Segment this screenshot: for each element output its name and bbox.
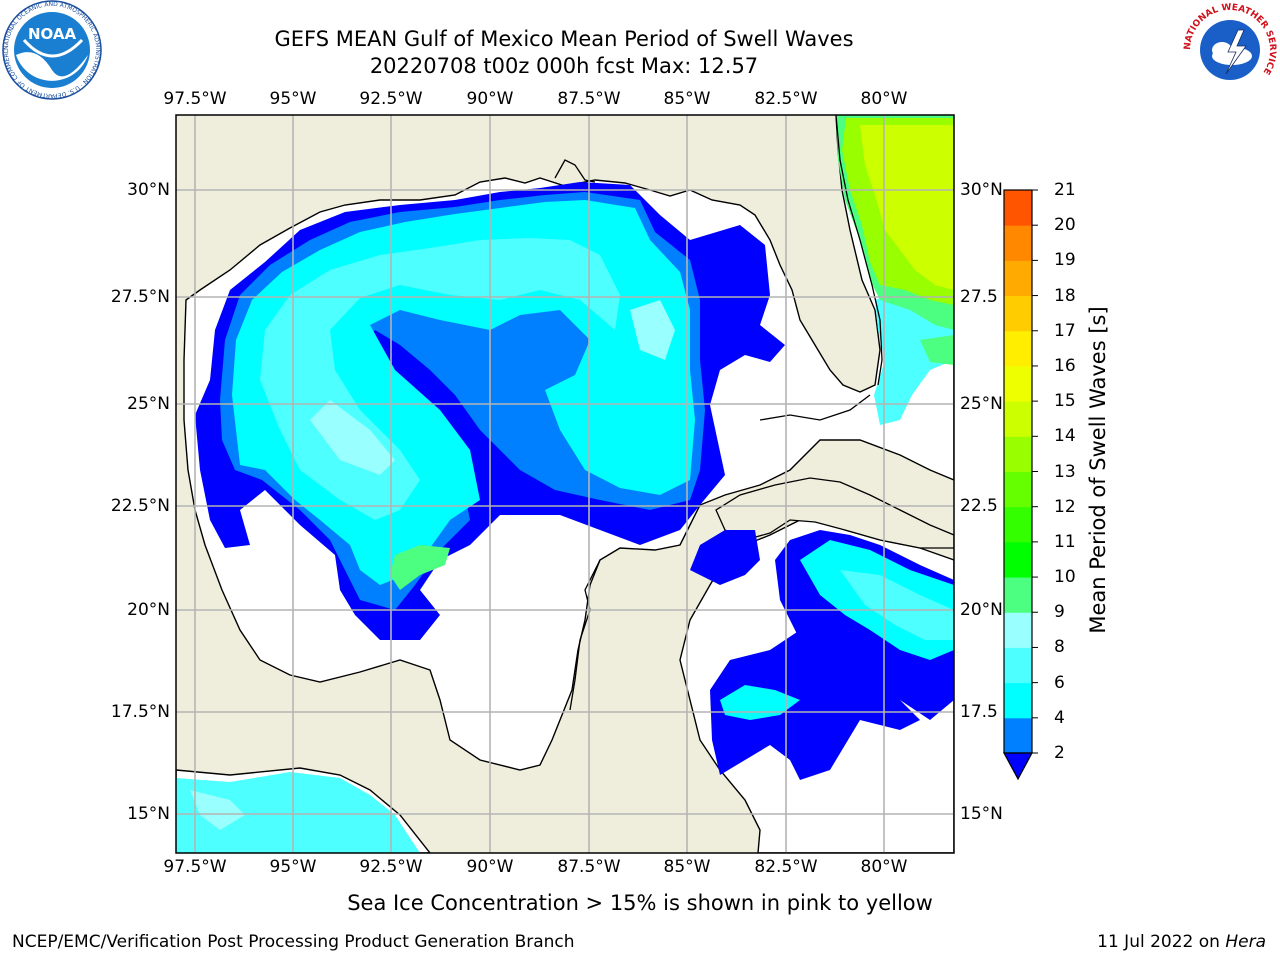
colorbar-segment <box>1004 401 1032 437</box>
colorbar-tick-label: 12 <box>1054 496 1076 517</box>
colorbar-segment <box>1004 436 1032 472</box>
colorbar-tick-label: 17 <box>1054 320 1076 341</box>
lon-tick-top: 95°W <box>269 89 317 109</box>
colorbar-segment <box>1004 682 1032 719</box>
map-frame <box>175 114 955 854</box>
footer-machine: Hera <box>1225 932 1266 952</box>
lat-tick-right: 17.5 <box>960 702 998 722</box>
lon-tick-bottom: 90°W <box>466 857 514 877</box>
lat-tick-left: 22.5°N <box>110 496 170 516</box>
colorbar-segment <box>1004 330 1032 367</box>
colorbar-tick-label: 13 <box>1054 461 1076 482</box>
lat-tick-right: 15°N <box>960 804 1003 824</box>
lon-tick-bottom: 95°W <box>269 857 317 877</box>
lon-tick-top: 90°W <box>466 89 514 109</box>
colorbar-segment <box>1004 365 1032 402</box>
lat-tick-right: 20°N <box>960 600 1003 620</box>
colorbar-tick-label: 11 <box>1054 531 1076 552</box>
colorbar-tick-label: 9 <box>1054 602 1065 623</box>
lat-tick-left: 30°N <box>127 180 170 200</box>
swell-pacific-9s <box>190 790 245 830</box>
swell-pacific <box>176 772 420 853</box>
colorbar-tick-label: 10 <box>1054 567 1076 588</box>
lon-tick-top: 80°W <box>860 89 908 109</box>
footer-date: 11 Jul 2022 on Hera <box>1097 932 1266 952</box>
lon-tick-top: 82.5°W <box>754 89 818 109</box>
lat-tick-left: 25°N <box>127 394 170 414</box>
lon-tick-bottom: 87.5°W <box>557 857 621 877</box>
colorbar-segment <box>1004 190 1032 226</box>
colorbar-tick-label: 18 <box>1054 285 1076 306</box>
colorbar-segment <box>1004 577 1032 613</box>
colorbar-segment <box>1004 295 1032 332</box>
chart-subtitle: 20220708 t00z 000h fcst Max: 12.57 <box>369 54 759 78</box>
colorbar-tick-label: 4 <box>1054 707 1065 728</box>
colorbar-segment <box>1004 506 1032 543</box>
noaa-logo: NATIONAL OCEANIC AND ATMOSPHERIC ADMINIS… <box>2 0 102 100</box>
footer-date-text: 11 Jul 2022 on <box>1097 932 1226 952</box>
colorbar-tick-label: 16 <box>1054 355 1076 376</box>
colorbar-tick-label: 8 <box>1054 637 1065 658</box>
lon-tick-bottom: 82.5°W <box>754 857 818 877</box>
colorbar-segment <box>1004 471 1032 508</box>
colorbar-segment <box>1004 225 1032 261</box>
lat-tick-left: 15°N <box>127 804 170 824</box>
lon-tick-bottom: 80°W <box>860 857 908 877</box>
colorbar-label: Mean Period of Swell Waves [s] <box>1086 306 1110 634</box>
lat-tick-left: 20°N <box>127 600 170 620</box>
lat-tick-left: 27.5°N <box>110 287 170 307</box>
colorbar-tick-label: 14 <box>1054 426 1076 447</box>
map-graticule <box>176 115 954 853</box>
colorbar-tick-label: 19 <box>1054 250 1076 271</box>
colorbar-segment <box>1004 647 1032 684</box>
chart-title: GEFS MEAN Gulf of Mexico Mean Period of … <box>274 27 854 51</box>
lat-tick-right: 22.5 <box>960 496 998 516</box>
lon-tick-top: 87.5°W <box>557 89 621 109</box>
swell-caribbean-8-9s <box>840 570 954 640</box>
lon-tick-top: 97.5°W <box>163 89 227 109</box>
colorbar-tick-label: 2 <box>1054 743 1065 763</box>
sea-ice-note: Sea Ice Concentration > 15% is shown in … <box>347 891 933 915</box>
lon-tick-top: 92.5°W <box>359 89 423 109</box>
colorbar-segment <box>1004 717 1032 754</box>
lat-tick-left: 17.5°N <box>110 702 170 722</box>
colorbar-tick-label: 21 <box>1054 180 1076 200</box>
lon-tick-bottom: 97.5°W <box>163 857 227 877</box>
nws-logo: NATIONAL WEATHER SERVICE <box>1182 2 1278 98</box>
colorbar <box>1002 189 1038 781</box>
colorbar-extend-arrow <box>1002 752 1034 781</box>
lon-tick-bottom: 85°W <box>663 857 711 877</box>
colorbar-segment <box>1004 541 1032 578</box>
lon-tick-top: 85°W <box>663 89 711 109</box>
lat-tick-right: 27.5 <box>960 287 998 307</box>
colorbar-segment <box>1004 260 1032 297</box>
cuba-island <box>715 477 954 549</box>
footer-credit: NCEP/EMC/Verification Post Processing Pr… <box>12 932 575 952</box>
colorbar-tick-label: 15 <box>1054 391 1076 412</box>
noaa-logo-text: NOAA <box>28 25 77 43</box>
lat-tick-right: 30°N <box>960 180 1003 200</box>
lon-tick-bottom: 92.5°W <box>359 857 423 877</box>
colorbar-tick-label: 20 <box>1054 215 1076 236</box>
colorbar-tick-label: 6 <box>1054 672 1065 693</box>
colorbar-segment <box>1004 612 1032 648</box>
lat-tick-right: 25°N <box>960 394 1003 414</box>
